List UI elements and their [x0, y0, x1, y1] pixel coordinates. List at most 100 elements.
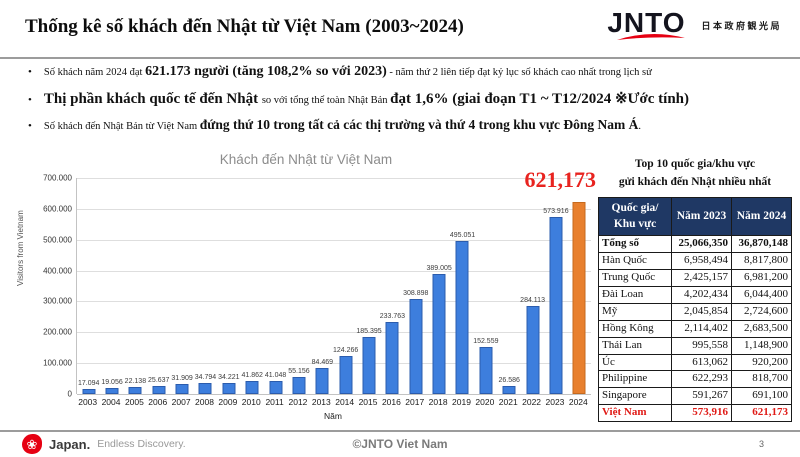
gridline — [77, 332, 591, 333]
annotation-2024-value: 621,173 — [524, 167, 597, 192]
bar — [245, 381, 259, 394]
sakura-icon: ❀ — [22, 434, 42, 454]
gridline — [77, 240, 591, 241]
cell-y2023: 25,066,350 — [671, 234, 732, 253]
page-title: Thống kê số khách đến Nhật từ Việt Nam (… — [25, 16, 464, 37]
y-tick-label: 100.000 — [43, 358, 72, 368]
cell-name: Trung Quốc — [598, 268, 672, 287]
bar — [339, 356, 353, 394]
chart-title: Khách đến Nhật từ Việt Nam — [219, 152, 393, 167]
x-tick-label: 2012 — [288, 397, 308, 407]
copyright: ©JNTO Viet Nam — [352, 437, 448, 451]
cell-y2023: 6,958,494 — [671, 251, 732, 270]
x-tick-label: 2015 — [358, 397, 378, 407]
table-row: Việt Nam 573,916 621,173 — [598, 404, 792, 423]
cell-name: Hồng Kông — [598, 319, 672, 338]
y-tick-label: 700.000 — [43, 173, 72, 183]
cell-name: Tổng số — [598, 234, 672, 253]
x-tick-label: 2008 — [195, 397, 214, 407]
header-2023: Năm 2023 — [671, 196, 732, 236]
bar — [526, 306, 540, 394]
bar-slot: 495.051 — [450, 178, 475, 394]
cell-name: Hàn Quốc — [598, 251, 672, 270]
cell-y2024: 6,044,400 — [731, 285, 792, 304]
brand-name: Japan. — [49, 436, 91, 452]
x-tick-label: 2009 — [218, 397, 238, 407]
x-tick-label: 2005 — [124, 397, 144, 407]
bar-value-label: 55.156 — [288, 368, 310, 375]
chart-x-ticks: 2003 2004 2005 2006 2007 2008 2009 2010 2011 2012… — [76, 397, 590, 409]
bar-value-label: 41.862 — [241, 372, 263, 379]
x-tick-label: 2021 — [498, 397, 518, 407]
plot-area: 17.094 19.056 22.138 25.637 31.909 34.794 34.2… — [76, 178, 591, 395]
bar — [175, 384, 189, 394]
gridline — [77, 178, 591, 179]
cell-y2023: 2,045,854 — [671, 302, 732, 321]
cell-y2023: 2,114,402 — [671, 319, 732, 338]
table-row: Trung Quốc 2,425,157 6,981,200 — [598, 268, 792, 287]
page-number: 3 — [758, 439, 764, 449]
table-row: Đài Loan 4,202,434 6,044,400 — [598, 285, 792, 304]
bar — [269, 381, 283, 394]
bar-value-label: 84.469 — [311, 359, 334, 366]
x-tick-label: 2022 — [522, 397, 542, 407]
bar — [409, 299, 423, 394]
cell-y2024: 2,683,500 — [731, 319, 792, 338]
x-tick-label: 2013 — [311, 397, 331, 407]
bar-slot: 22.138 — [124, 178, 147, 394]
y-tick-label: 200.000 — [43, 327, 72, 337]
bar-value-label: 573.916 — [543, 208, 569, 215]
x-tick-label: 2024 — [568, 397, 588, 407]
jnto-japanese-label: 日本政府観光局 — [701, 20, 782, 31]
cell-y2024: 1,148,900 — [731, 336, 792, 355]
visitors-bar-chart: Khách đến Nhật từ Việt Nam Visitors from… — [16, 150, 597, 428]
bar-slot: 152.559 — [473, 178, 499, 394]
header-country: Quốc gia/ Khu vực — [598, 196, 672, 236]
bullet-text: Số khách đến Nhật Bản từ Việt Nam đứng t… — [43, 117, 642, 132]
x-tick-label: 2003 — [78, 397, 98, 407]
y-tick-label: 500.000 — [43, 235, 72, 245]
cell-y2024: 818,700 — [731, 370, 792, 389]
bullet-list: • Số khách năm 2024 đạt 621.173 người (tă… — [28, 62, 784, 134]
bar-slot: 84.469 — [311, 178, 334, 394]
cell-y2024: 8,817,800 — [731, 251, 792, 270]
bar-slot: 31.909 — [170, 178, 193, 394]
table-row: Mỹ 2,045,854 2,724,600 — [598, 302, 792, 321]
cell-y2024: 2,724,600 — [731, 302, 792, 321]
header-2024: Năm 2024 — [731, 196, 792, 236]
y-tick-label: 400.000 — [43, 266, 72, 276]
y-tick-label: 600.000 — [43, 204, 72, 214]
top10-table: Quốc gia/ Khu vực Năm 2023 Năm 2024 Tổng… — [598, 196, 792, 423]
bar-value-label: 233.763 — [379, 313, 406, 320]
japan-brand-logo: ❀ Japan. Endless Discovery. — [22, 434, 186, 454]
bar — [128, 387, 142, 394]
bar-value-label: 152.559 — [473, 338, 499, 345]
gridline — [77, 271, 591, 272]
bullet-item: • Số khách đến Nhật Bản từ Việt Nam đứng … — [28, 116, 784, 134]
bar-slot: 185.395 — [356, 178, 382, 394]
x-tick-label: 2004 — [101, 397, 121, 407]
bar-slot: 55.156 — [287, 178, 310, 394]
bar — [292, 377, 306, 394]
bar-slot: 41.862 — [241, 178, 264, 394]
gridline — [77, 394, 591, 395]
bar-value-label: 308.898 — [403, 290, 429, 297]
bar-value-label: 389.005 — [426, 265, 452, 272]
bar — [549, 217, 563, 394]
table-row: Thái Lan 995,558 1,148,900 — [598, 336, 792, 355]
bar-slot: 308.898 — [403, 178, 429, 394]
y-tick-label: 0 — [67, 389, 72, 399]
bar — [385, 322, 399, 394]
x-tick-label: 2006 — [148, 397, 168, 407]
bar-slot: 41.048 — [264, 178, 287, 394]
cell-name: Đài Loan — [598, 285, 672, 304]
bar-slot: 26.586 — [498, 178, 521, 394]
bar-value-label: 19.056 — [101, 379, 123, 386]
cell-y2023: 573,916 — [671, 404, 732, 423]
bar-2024-highlight — [572, 202, 586, 394]
bar-value-label: 124.266 — [333, 347, 359, 354]
bar-value-label: 31.909 — [171, 375, 193, 382]
table-header-row: Quốc gia/ Khu vực Năm 2023 Năm 2024 — [598, 196, 792, 236]
bullet-icon: • — [28, 94, 32, 106]
